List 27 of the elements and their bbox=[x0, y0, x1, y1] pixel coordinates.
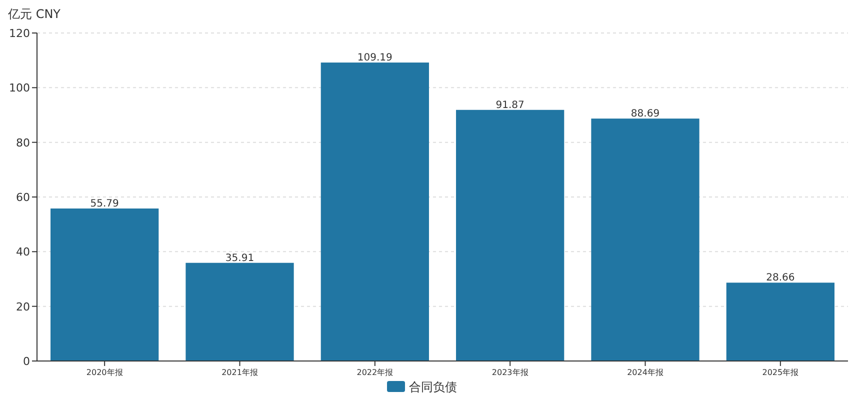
x-tick-label: 2020年报 bbox=[86, 368, 123, 377]
y-tick-label: 100 bbox=[9, 82, 30, 95]
x-tick-label: 2024年报 bbox=[627, 368, 664, 377]
legend-label: 合同负债 bbox=[409, 380, 457, 394]
data-label: 35.91 bbox=[225, 252, 254, 264]
bar bbox=[591, 118, 700, 361]
y-tick-label: 60 bbox=[16, 191, 30, 204]
data-label: 91.87 bbox=[496, 100, 524, 111]
data-label: 55.79 bbox=[90, 198, 119, 210]
y-tick-label: 80 bbox=[16, 136, 30, 150]
y-tick-label: 120 bbox=[9, 27, 30, 40]
data-label: 88.69 bbox=[630, 108, 660, 120]
bar bbox=[456, 110, 564, 361]
y-axis-title: 亿元 CNY bbox=[7, 7, 62, 21]
data-label: 28.66 bbox=[766, 272, 795, 284]
x-tick-label: 2023年报 bbox=[492, 368, 528, 377]
y-tick-label: 40 bbox=[16, 246, 30, 259]
x-tick-label: 2022年报 bbox=[356, 368, 394, 377]
bar bbox=[186, 262, 294, 361]
y-tick-label: 20 bbox=[16, 300, 30, 314]
x-tick-label: 2025年报 bbox=[762, 368, 799, 377]
bar bbox=[320, 62, 429, 361]
bar bbox=[50, 208, 159, 361]
data-label: 109.19 bbox=[357, 52, 392, 64]
bar bbox=[726, 282, 834, 361]
x-tick-label: 2021年报 bbox=[222, 368, 258, 377]
y-tick-label: 0 bbox=[23, 355, 30, 368]
